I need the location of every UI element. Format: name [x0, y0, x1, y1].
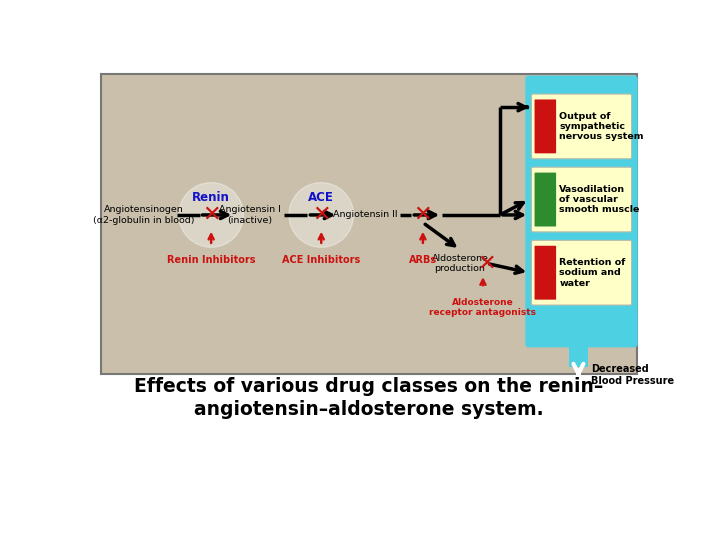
Bar [570, 345, 588, 367]
Text: Effects of various drug classes on the renin–: Effects of various drug classes on the r… [135, 377, 603, 396]
FancyBboxPatch shape [534, 173, 556, 226]
Text: ARBs: ARBs [409, 255, 437, 265]
Text: Angiotensinogen
(α2-globulin in blood): Angiotensinogen (α2-globulin in blood) [94, 205, 195, 225]
Text: ACE Inhibitors: ACE Inhibitors [282, 255, 361, 265]
Text: Aldosterone
receptor antagonists: Aldosterone receptor antagonists [429, 298, 536, 317]
Circle shape [289, 183, 354, 247]
FancyBboxPatch shape [531, 94, 631, 159]
Text: Renin Inhibitors: Renin Inhibitors [167, 255, 256, 265]
FancyBboxPatch shape [531, 167, 631, 232]
Text: Angiotensin II: Angiotensin II [333, 211, 397, 219]
Text: Vasodilation
of vascular
smooth muscle: Vasodilation of vascular smooth muscle [559, 185, 639, 214]
Text: ✕: ✕ [413, 205, 432, 225]
Text: ✕: ✕ [202, 205, 220, 225]
Text: Renin: Renin [192, 191, 230, 204]
Bar [101, 74, 637, 374]
FancyBboxPatch shape [534, 246, 556, 300]
Text: Output of
sympathetic
nervous system: Output of sympathetic nervous system [559, 111, 644, 141]
Text: ✕: ✕ [477, 253, 496, 273]
Text: ✕: ✕ [312, 205, 330, 225]
Text: angiotensin–aldosterone system.: angiotensin–aldosterone system. [194, 400, 544, 419]
FancyBboxPatch shape [534, 99, 556, 153]
Text: Aldosterone
production: Aldosterone production [431, 254, 488, 273]
Text: ACE: ACE [308, 191, 334, 204]
FancyBboxPatch shape [531, 240, 631, 305]
FancyBboxPatch shape [526, 76, 638, 347]
Text: Decreased
Blood Pressure: Decreased Blood Pressure [590, 364, 674, 386]
Circle shape [179, 183, 243, 247]
Text: Angiotensin I
(inactive): Angiotensin I (inactive) [219, 205, 281, 225]
Text: Retention of
sodium and
water: Retention of sodium and water [559, 258, 626, 288]
